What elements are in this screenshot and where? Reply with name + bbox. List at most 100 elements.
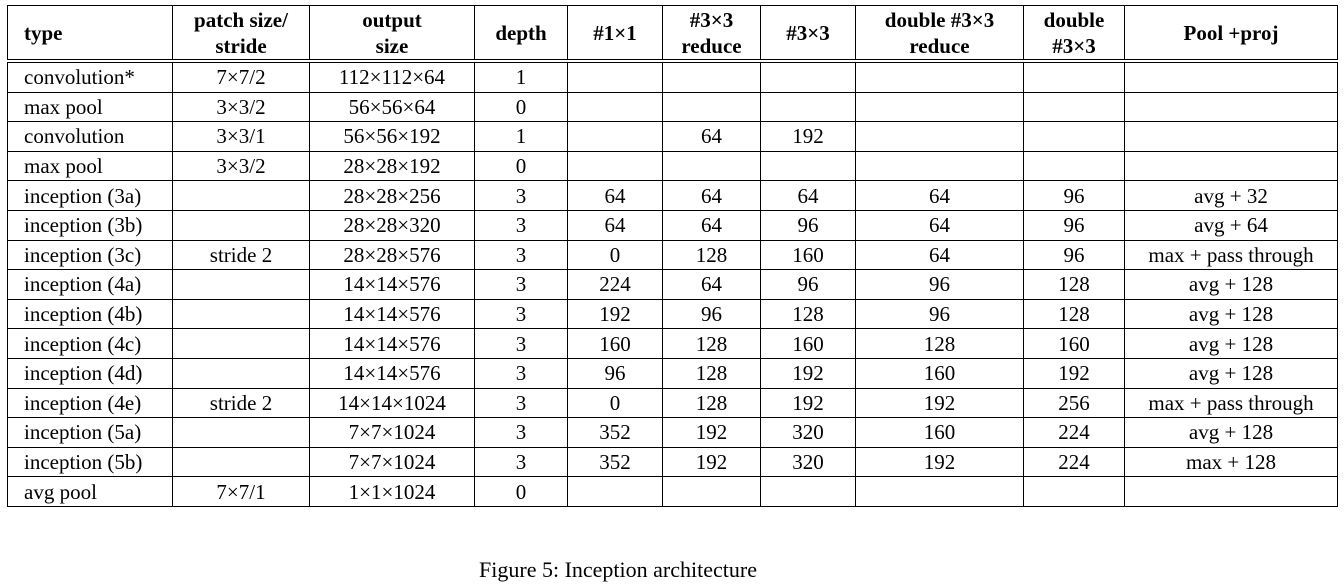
table-cell-double-3x3	[1023, 150, 1125, 182]
table-header: type patch size/stride output size depth #1×1…	[7, 5, 1338, 63]
table-cell-output-size: 28×28×576	[309, 239, 475, 271]
table-row: avg pool 7×7/1 1×1×1024 0	[7, 476, 1338, 507]
table-cell-1x1: 352	[567, 417, 663, 448]
table-cell-3x3-reduce	[662, 91, 761, 123]
table-row: convolution 3×3/1 56×56×192 1 64 192	[7, 121, 1338, 152]
table-cell-3x3-reduce: 192	[662, 446, 761, 478]
table-cell-patch-size-stride: stride 2	[172, 239, 310, 271]
table-cell-3x3: 192	[760, 121, 856, 152]
table-cell-output-size: 1×1×1024	[309, 476, 475, 507]
table-row: inception (4a) 14×14×576 3 224 64 96 96 128 avg …	[7, 269, 1338, 300]
table-cell-double-3x3-reduce: 64	[855, 180, 1024, 211]
table-cell-3x3	[760, 91, 856, 123]
table-cell-pool-proj	[1124, 60, 1338, 93]
table-row: inception (3b) 28×28×320 3 64 64 96 64 96 avg + …	[7, 209, 1338, 241]
table-cell-type: inception (4c)	[7, 328, 173, 359]
table-cell-double-3x3	[1023, 121, 1125, 152]
table-cell-3x3-reduce: 128	[662, 239, 761, 271]
architecture-table-container: type patch size/stride output size depth #1×1…	[7, 5, 1338, 507]
table-cell-type: convolution	[7, 121, 173, 152]
table-cell-double-3x3: 224	[1023, 446, 1125, 478]
table-cell-3x3	[760, 60, 856, 93]
table-cell-output-size: 14×14×576	[309, 298, 475, 330]
table-cell-output-size: 56×56×192	[309, 121, 475, 152]
table-cell-pool-proj: avg + 32	[1124, 180, 1338, 211]
table-cell-pool-proj	[1124, 476, 1338, 507]
table-cell-patch-size-stride	[172, 328, 310, 359]
column-header-double-3x3: double #3×3	[1023, 5, 1125, 63]
table-cell-double-3x3-reduce	[855, 121, 1024, 152]
table-cell-output-size: 7×7×1024	[309, 446, 475, 478]
table-cell-depth: 3	[474, 298, 568, 330]
table-cell-3x3: 320	[760, 417, 856, 448]
column-header-line: reduce	[681, 33, 742, 58]
column-header-3x3-reduce: #3×3 reduce	[662, 5, 761, 63]
table-cell-patch-size-stride: 7×7/1	[172, 476, 310, 507]
header-row: type patch size/stride output size depth #1×1…	[7, 5, 1338, 63]
column-header-line: reduce	[909, 33, 970, 58]
table-cell-double-3x3	[1023, 60, 1125, 93]
table-cell-depth: 3	[474, 357, 568, 389]
table-cell-patch-size-stride: 3×3/2	[172, 91, 310, 123]
table-cell-double-3x3-reduce: 192	[855, 446, 1024, 478]
table-cell-output-size: 7×7×1024	[309, 417, 475, 448]
table-row: inception (4c) 14×14×576 3 160 128 160 128 160 a…	[7, 328, 1338, 359]
table-cell-type: convolution*	[7, 60, 173, 93]
table-cell-output-size: 28×28×320	[309, 209, 475, 241]
table-cell-patch-size-stride	[172, 417, 310, 448]
table-cell-1x1: 64	[567, 209, 663, 241]
table-cell-output-size: 28×28×192	[309, 150, 475, 182]
table-cell-type: inception (3a)	[7, 180, 173, 211]
table-cell-output-size: 14×14×1024	[309, 387, 475, 419]
column-header-line: #3×3	[689, 7, 734, 32]
table-cell-output-size: 28×28×256	[309, 180, 475, 211]
table-cell-depth: 3	[474, 209, 568, 241]
table-cell-depth: 1	[474, 60, 568, 93]
column-header-line: Pool +proj	[1183, 20, 1279, 45]
table-cell-type: inception (4b)	[7, 298, 173, 330]
table-cell-type: max pool	[7, 91, 173, 123]
table-cell-1x1	[567, 91, 663, 123]
table-row: inception (4d) 14×14×576 3 96 128 192 160 192 av…	[7, 357, 1338, 389]
table-cell-1x1	[567, 476, 663, 507]
column-header-type: type	[7, 5, 173, 63]
table-cell-pool-proj: avg + 128	[1124, 328, 1338, 359]
table-cell-1x1: 0	[567, 387, 663, 419]
table-cell-3x3: 160	[760, 328, 856, 359]
table-cell-double-3x3-reduce: 128	[855, 328, 1024, 359]
table-cell-double-3x3: 192	[1023, 357, 1125, 389]
table-cell-double-3x3-reduce: 96	[855, 269, 1024, 300]
table-cell-output-size: 56×56×64	[309, 91, 475, 123]
column-header-line: output	[362, 7, 422, 32]
table-cell-double-3x3: 128	[1023, 269, 1125, 300]
table-cell-pool-proj: max + pass through	[1124, 387, 1338, 419]
table-cell-depth: 3	[474, 180, 568, 211]
table-cell-type: inception (4e)	[7, 387, 173, 419]
table-cell-double-3x3-reduce: 64	[855, 209, 1024, 241]
table-cell-1x1: 224	[567, 269, 663, 300]
table-cell-double-3x3-reduce	[855, 476, 1024, 507]
table-cell-3x3: 96	[760, 209, 856, 241]
table-cell-depth: 3	[474, 239, 568, 271]
table-cell-type: inception (3c)	[7, 239, 173, 271]
table-cell-1x1: 192	[567, 298, 663, 330]
column-header-pool-proj: Pool +proj	[1124, 5, 1338, 63]
table-cell-3x3-reduce	[662, 476, 761, 507]
table-cell-double-3x3: 96	[1023, 209, 1125, 241]
table-cell-3x3-reduce: 64	[662, 209, 761, 241]
table-cell-depth: 3	[474, 328, 568, 359]
table-cell-pool-proj: max + 128	[1124, 446, 1338, 478]
table-cell-depth: 3	[474, 446, 568, 478]
table-cell-double-3x3-reduce: 96	[855, 298, 1024, 330]
table-cell-3x3: 160	[760, 239, 856, 271]
table-cell-double-3x3: 96	[1023, 239, 1125, 271]
table-row: inception (5a) 7×7×1024 3 352 192 320 160 224 av…	[7, 417, 1338, 448]
table-row: inception (4e) stride 2 14×14×1024 3 0 128 192…	[7, 387, 1338, 419]
table-cell-output-size: 14×14×576	[309, 328, 475, 359]
column-header-line: type	[24, 20, 63, 45]
table-cell-double-3x3: 160	[1023, 328, 1125, 359]
table-row: convolution* 7×7/2 112×112×64 1	[7, 60, 1338, 93]
column-header-line: patch size/	[194, 7, 288, 32]
table-cell-double-3x3	[1023, 476, 1125, 507]
table-cell-patch-size-stride	[172, 357, 310, 389]
